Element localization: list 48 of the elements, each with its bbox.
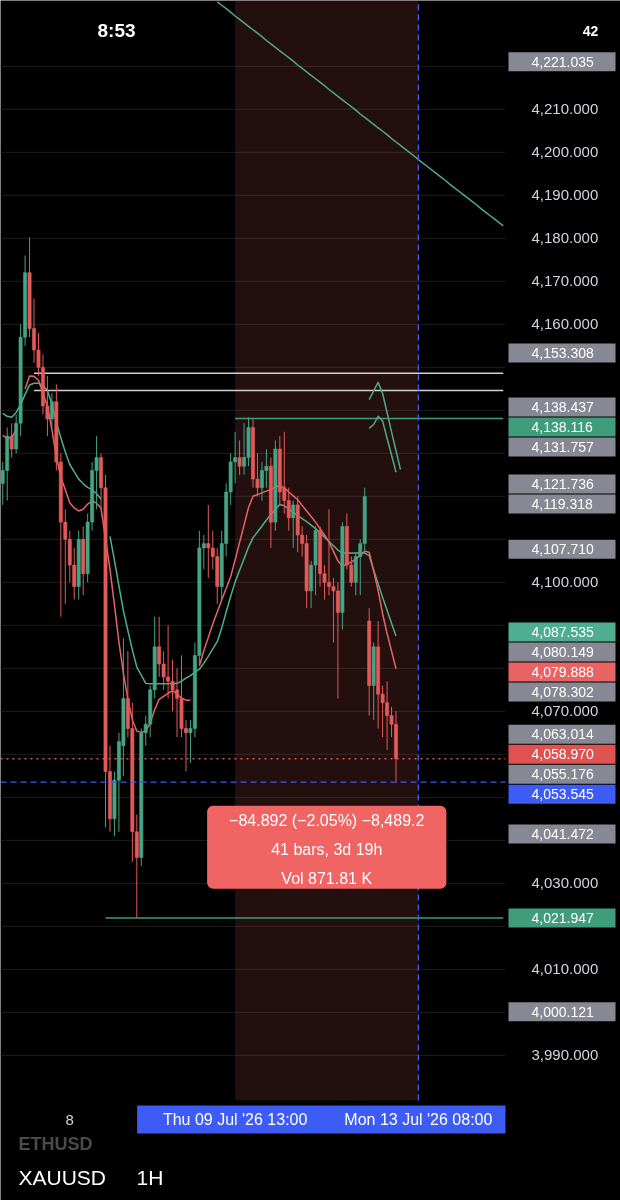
text: 4,119.318 bbox=[531, 496, 593, 513]
y-tick-label: 4,170.000 bbox=[531, 272, 599, 290]
text: 4,121.736 bbox=[531, 476, 594, 493]
candlestick bbox=[49, 392, 54, 429]
y-tick-label: 3,990.000 bbox=[531, 1046, 599, 1064]
text: 4,138.116 bbox=[531, 419, 593, 436]
x-tick-label: 8 bbox=[65, 1110, 74, 1128]
text: 4,000.121 bbox=[531, 1003, 594, 1020]
y-tick-label: 4,100.000 bbox=[531, 573, 599, 591]
x-tick-label: Thu 09 Jul '26 13:00 bbox=[162, 1111, 308, 1128]
text: 4,087.535 bbox=[531, 624, 594, 641]
text: XAUUSD bbox=[18, 1166, 107, 1189]
y-tick-label: 4,210.000 bbox=[531, 100, 599, 118]
candlestick bbox=[237, 439, 242, 476]
candlestick bbox=[206, 504, 211, 579]
text: 4,055.176 bbox=[531, 766, 594, 783]
annotation: 8:53 bbox=[97, 20, 136, 41]
text: 4,063.014 bbox=[531, 726, 594, 743]
band-label: −84.892 (−2.05%) −8,489.2 41 bars, 3d 19h Vol 871.81 K bbox=[229, 811, 425, 887]
text: 4,041.472 bbox=[531, 826, 594, 843]
text: 4,138.437 bbox=[531, 399, 594, 416]
y-tick-label: 4,200.000 bbox=[531, 143, 599, 161]
text: 4,221.035 bbox=[531, 53, 594, 70]
line-series bbox=[216, 1, 505, 227]
y-tick-label: 4,180.000 bbox=[531, 229, 599, 247]
ref-line-label: 4,058.970 bbox=[531, 746, 594, 763]
text: 4,078.302 bbox=[531, 684, 594, 701]
y-tick-label: 4,010.000 bbox=[531, 960, 599, 978]
line-series bbox=[368, 381, 402, 471]
text: 4,153.308 bbox=[531, 345, 594, 362]
candlestick bbox=[157, 616, 162, 678]
text: 1H bbox=[136, 1166, 164, 1189]
text: 4,021.947 bbox=[531, 909, 594, 926]
text: 4,079.888 bbox=[531, 664, 594, 681]
text: 42 bbox=[582, 22, 599, 39]
x-tick-label: Mon 13 Jul '26 08:00 bbox=[344, 1111, 493, 1128]
text: 4,080.149 bbox=[531, 644, 594, 661]
line-series bbox=[368, 415, 397, 473]
candlestick bbox=[291, 500, 296, 549]
candlestick bbox=[9, 422, 14, 459]
text: 4,107.710 bbox=[531, 541, 594, 558]
ref-line-label: 4,053.545 bbox=[531, 786, 594, 803]
y-tick-label: 4,190.000 bbox=[531, 186, 599, 204]
text: 4,131.757 bbox=[531, 439, 594, 456]
y-tick-label: 4,070.000 bbox=[531, 702, 599, 720]
y-tick-label: 4,160.000 bbox=[531, 315, 599, 333]
y-tick-label: 4,030.000 bbox=[531, 874, 599, 892]
text: ETHUSD bbox=[18, 1133, 93, 1154]
